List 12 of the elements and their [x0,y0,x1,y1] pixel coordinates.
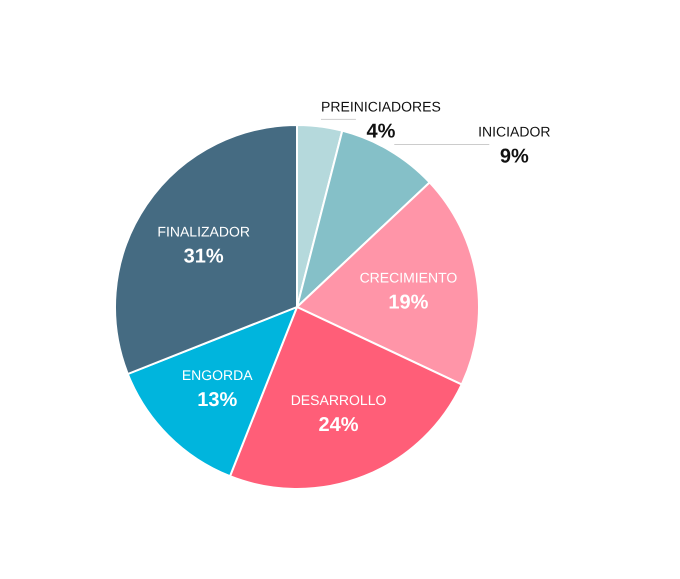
slice-label: DESARROLLO [290,392,386,408]
data-label: 13% [197,388,238,411]
data-label: 19% [388,291,429,314]
data-label: 24% [318,414,359,436]
slice-label: CRECIMIENTO [360,269,458,286]
slice-label: PREINICIADORES [321,98,441,114]
slice-label: FINALIZADOR [157,224,250,240]
data-label: 31% [184,246,224,268]
slice-label: INICIADOR [478,124,550,140]
data-label: 9% [500,146,529,168]
slice-label: ENGORDA [182,366,254,383]
data-label: 4% [366,120,396,142]
